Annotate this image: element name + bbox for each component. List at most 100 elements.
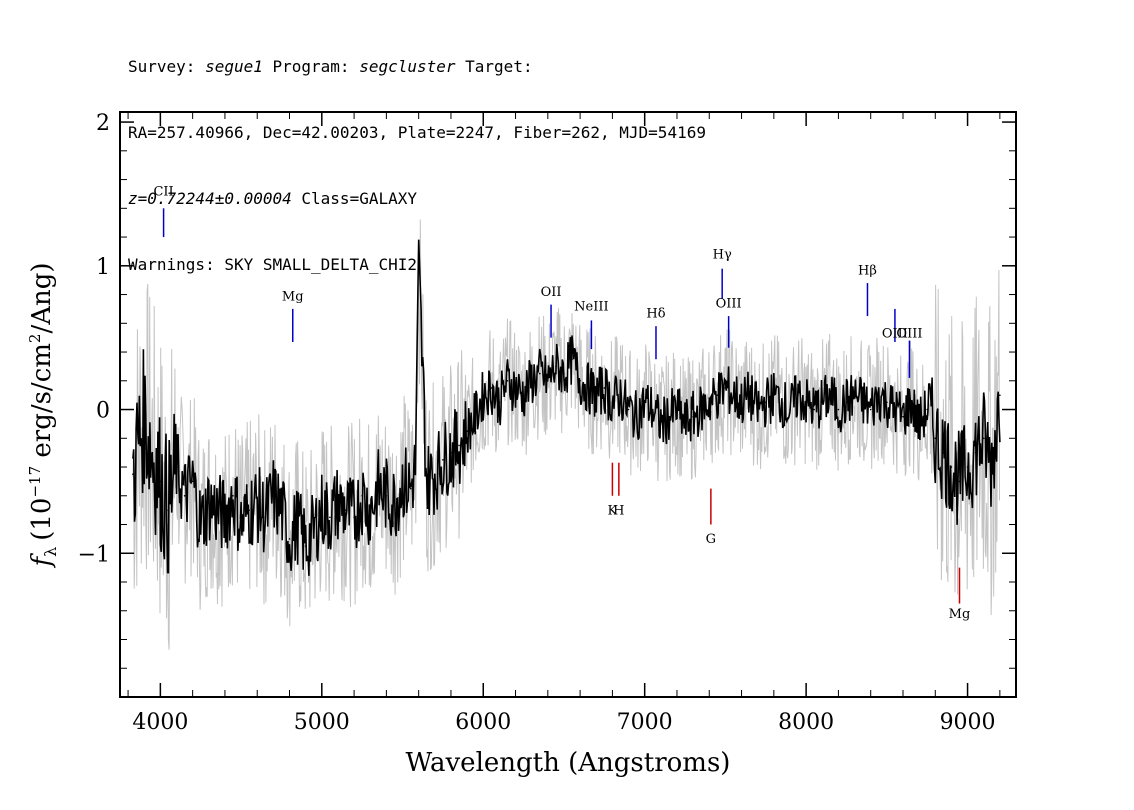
spectrum-point — [861, 401, 864, 404]
spectrum-point — [132, 473, 134, 476]
survey-label: Survey: — [128, 57, 206, 76]
spectrum-point — [232, 494, 234, 497]
spectrum-point — [514, 387, 517, 389]
spectrum-point — [635, 415, 638, 418]
spectrum-point — [934, 437, 937, 440]
spectrum-point — [829, 394, 832, 396]
spectrum-point — [990, 466, 993, 468]
ylabel-pre: (10 — [27, 498, 57, 541]
spectrum-point — [280, 509, 283, 511]
spectrum-point — [288, 538, 291, 540]
spectrum-point — [296, 523, 299, 526]
spectrum-point — [506, 379, 509, 382]
x-axis-label: Wavelength (Angstroms) — [406, 748, 731, 778]
y-tick-label: 1 — [96, 255, 110, 280]
x-tick-label: 5000 — [294, 710, 350, 735]
spectrum-point — [151, 451, 154, 454]
spectrum-point — [143, 415, 146, 418]
spectrum-point — [773, 394, 775, 396]
spectrum-point — [167, 509, 170, 511]
spectrum-point — [676, 408, 678, 411]
x-tick-label: 8000 — [778, 710, 834, 735]
spectrum-point — [240, 523, 242, 526]
spectrum-point — [256, 502, 259, 504]
spectrum-point — [571, 358, 573, 361]
target-label: Target: — [455, 57, 533, 76]
spectrum-point — [538, 372, 541, 375]
spectral-line-label: G — [706, 532, 716, 547]
spectrum-point — [312, 530, 315, 533]
spectrum-point — [377, 487, 380, 490]
spectrum-point — [732, 394, 735, 396]
spectral-line-label: OIII — [896, 327, 922, 342]
spectrum-point — [361, 494, 363, 497]
spectrum-point — [482, 394, 485, 396]
spectrum-point — [756, 408, 759, 411]
spectrum-point — [877, 394, 880, 396]
spectrum-point — [611, 401, 614, 404]
spectrum-point — [329, 516, 331, 519]
spectrum-point — [853, 394, 856, 396]
spectrum-header: Survey: segue1 Program: segcluster Targe… — [128, 12, 706, 298]
spectrum-point — [563, 372, 565, 375]
ylabel-exp: −17 — [26, 466, 44, 498]
x-tick-label: 7000 — [617, 710, 673, 735]
spectrum-point — [958, 480, 961, 483]
spectrum-point — [138, 437, 141, 440]
spectrum-point — [797, 394, 799, 396]
spectral-line-label: Hγ — [713, 248, 732, 263]
spectrum-point — [668, 415, 670, 418]
ylabel-exp2: 2 — [26, 334, 44, 344]
spectrum-point — [191, 480, 194, 483]
spectrum-point — [781, 401, 783, 404]
spectrum-point — [337, 502, 339, 504]
spectrum-point — [595, 394, 598, 396]
spectrum-point — [450, 451, 452, 454]
spectral-line-label: Hβ — [858, 263, 877, 278]
y-tick-label: 2 — [96, 111, 110, 136]
spectrum-point — [425, 480, 428, 483]
error-band — [132, 219, 1000, 650]
spectrum-point — [409, 487, 412, 490]
spectrum-point — [902, 415, 904, 418]
axis-ticks: 4000 5000 6000 7000 8000 9000 −1 0 1 2 — [78, 111, 1016, 735]
spectral-line-label: Hδ — [646, 307, 665, 322]
spectrum-point — [321, 509, 323, 511]
spectral-line-label: OIII — [882, 327, 908, 342]
spectrum-point — [999, 394, 1001, 396]
spectrum-point — [845, 401, 848, 404]
ylabel-mid: erg/s/cm — [27, 343, 57, 466]
spectrum-point — [474, 415, 476, 418]
spectrum-point — [587, 387, 589, 389]
spectrum-point — [304, 545, 307, 547]
spectrum-point — [353, 516, 355, 519]
spectrum-point — [627, 408, 630, 411]
spectrum-point — [175, 466, 178, 468]
spectrum-point — [369, 509, 372, 511]
spectrum-point — [942, 451, 945, 454]
ylabel-sub: λ — [41, 547, 60, 557]
spectral-line-label: Mg — [282, 289, 304, 304]
spectral-line-label: NeIII — [574, 299, 608, 314]
spectrum-point — [910, 401, 912, 404]
spectrum-point — [603, 387, 606, 389]
spectrum-point — [159, 480, 162, 483]
ylabel-post: /Ang) — [27, 262, 57, 333]
header-line-1: Survey: segue1 Program: segcluster Targe… — [128, 56, 706, 78]
x-tick-label: 6000 — [455, 710, 511, 735]
spectral-line-label: Mg — [949, 607, 971, 622]
program-value: segcluster — [359, 57, 456, 76]
spectrum-point — [224, 516, 226, 519]
spectrum-point — [417, 264, 420, 267]
spectrum-point — [183, 494, 186, 497]
spectrum-point — [199, 523, 202, 526]
spectrum-point — [821, 401, 824, 404]
spectrum-point — [414, 466, 417, 468]
header-line-2: RA=257.40966, Dec=42.00203, Plate=2247, … — [128, 123, 706, 142]
spectral-line-label: CII — [153, 184, 173, 199]
redshift-value: z=0.72244±0.00004 — [128, 189, 292, 208]
spectrum-point — [643, 401, 646, 404]
class-value: Class=GALAXY — [291, 189, 417, 208]
